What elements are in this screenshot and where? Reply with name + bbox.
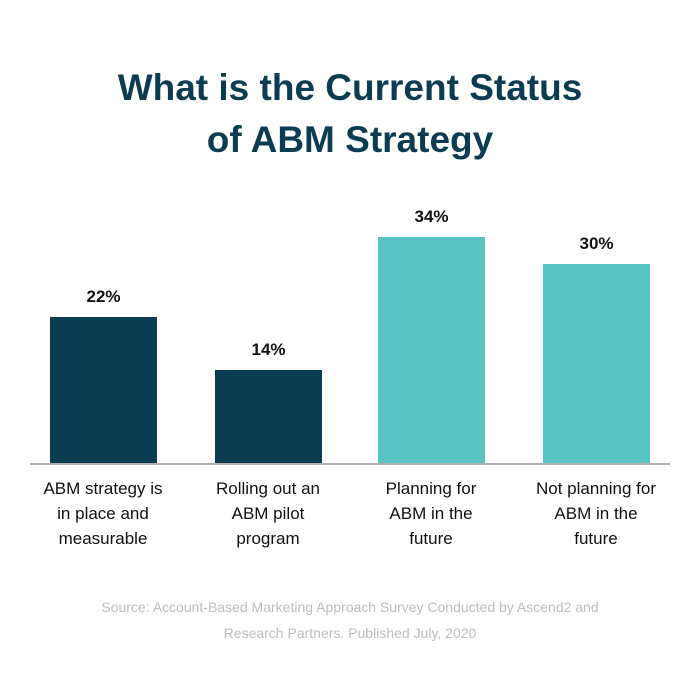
- category-label: Planning for ABM in the future: [351, 476, 511, 551]
- bar-value-label: 14%: [251, 340, 286, 359]
- chart-title: What is the Current Status of ABM Strate…: [0, 62, 700, 166]
- category-label: Not planning for ABM in the future: [516, 476, 676, 551]
- source-note: Source: Account-Based Marketing Approach…: [0, 594, 700, 646]
- category-label-line: Planning for: [385, 479, 477, 498]
- bar: [378, 237, 485, 464]
- category-label-line: future: [409, 529, 453, 548]
- category-label-line: ABM pilot: [231, 504, 305, 523]
- title-line-2: of ABM Strategy: [206, 119, 494, 160]
- category-label-line: ABM strategy is: [43, 479, 163, 498]
- category-label-line: future: [574, 529, 618, 548]
- category-label-line: ABM in the: [389, 504, 473, 523]
- bar-value-label: 34%: [414, 207, 449, 226]
- bar: [50, 317, 157, 464]
- category-label: ABM strategy is in place and measurable: [23, 476, 183, 551]
- source-line-2: Research Partners. Published July, 2020: [223, 625, 477, 641]
- source-line-1: Source: Account-Based Marketing Approach…: [101, 599, 599, 615]
- category-label: Rolling out an ABM pilot program: [188, 476, 348, 551]
- x-axis-baseline: [30, 463, 670, 465]
- bar-value-label: 30%: [579, 234, 614, 253]
- bar: [543, 264, 650, 464]
- category-label-line: ABM in the: [554, 504, 638, 523]
- category-label-line: measurable: [58, 529, 148, 548]
- title-line-1: What is the Current Status: [117, 67, 583, 108]
- category-label-line: program: [236, 529, 300, 548]
- category-label-line: in place and: [57, 504, 149, 523]
- bar: [215, 370, 322, 464]
- category-label-line: Not planning for: [535, 479, 657, 498]
- bar-value-label: 22%: [86, 287, 121, 306]
- category-label-line: Rolling out an: [216, 479, 320, 498]
